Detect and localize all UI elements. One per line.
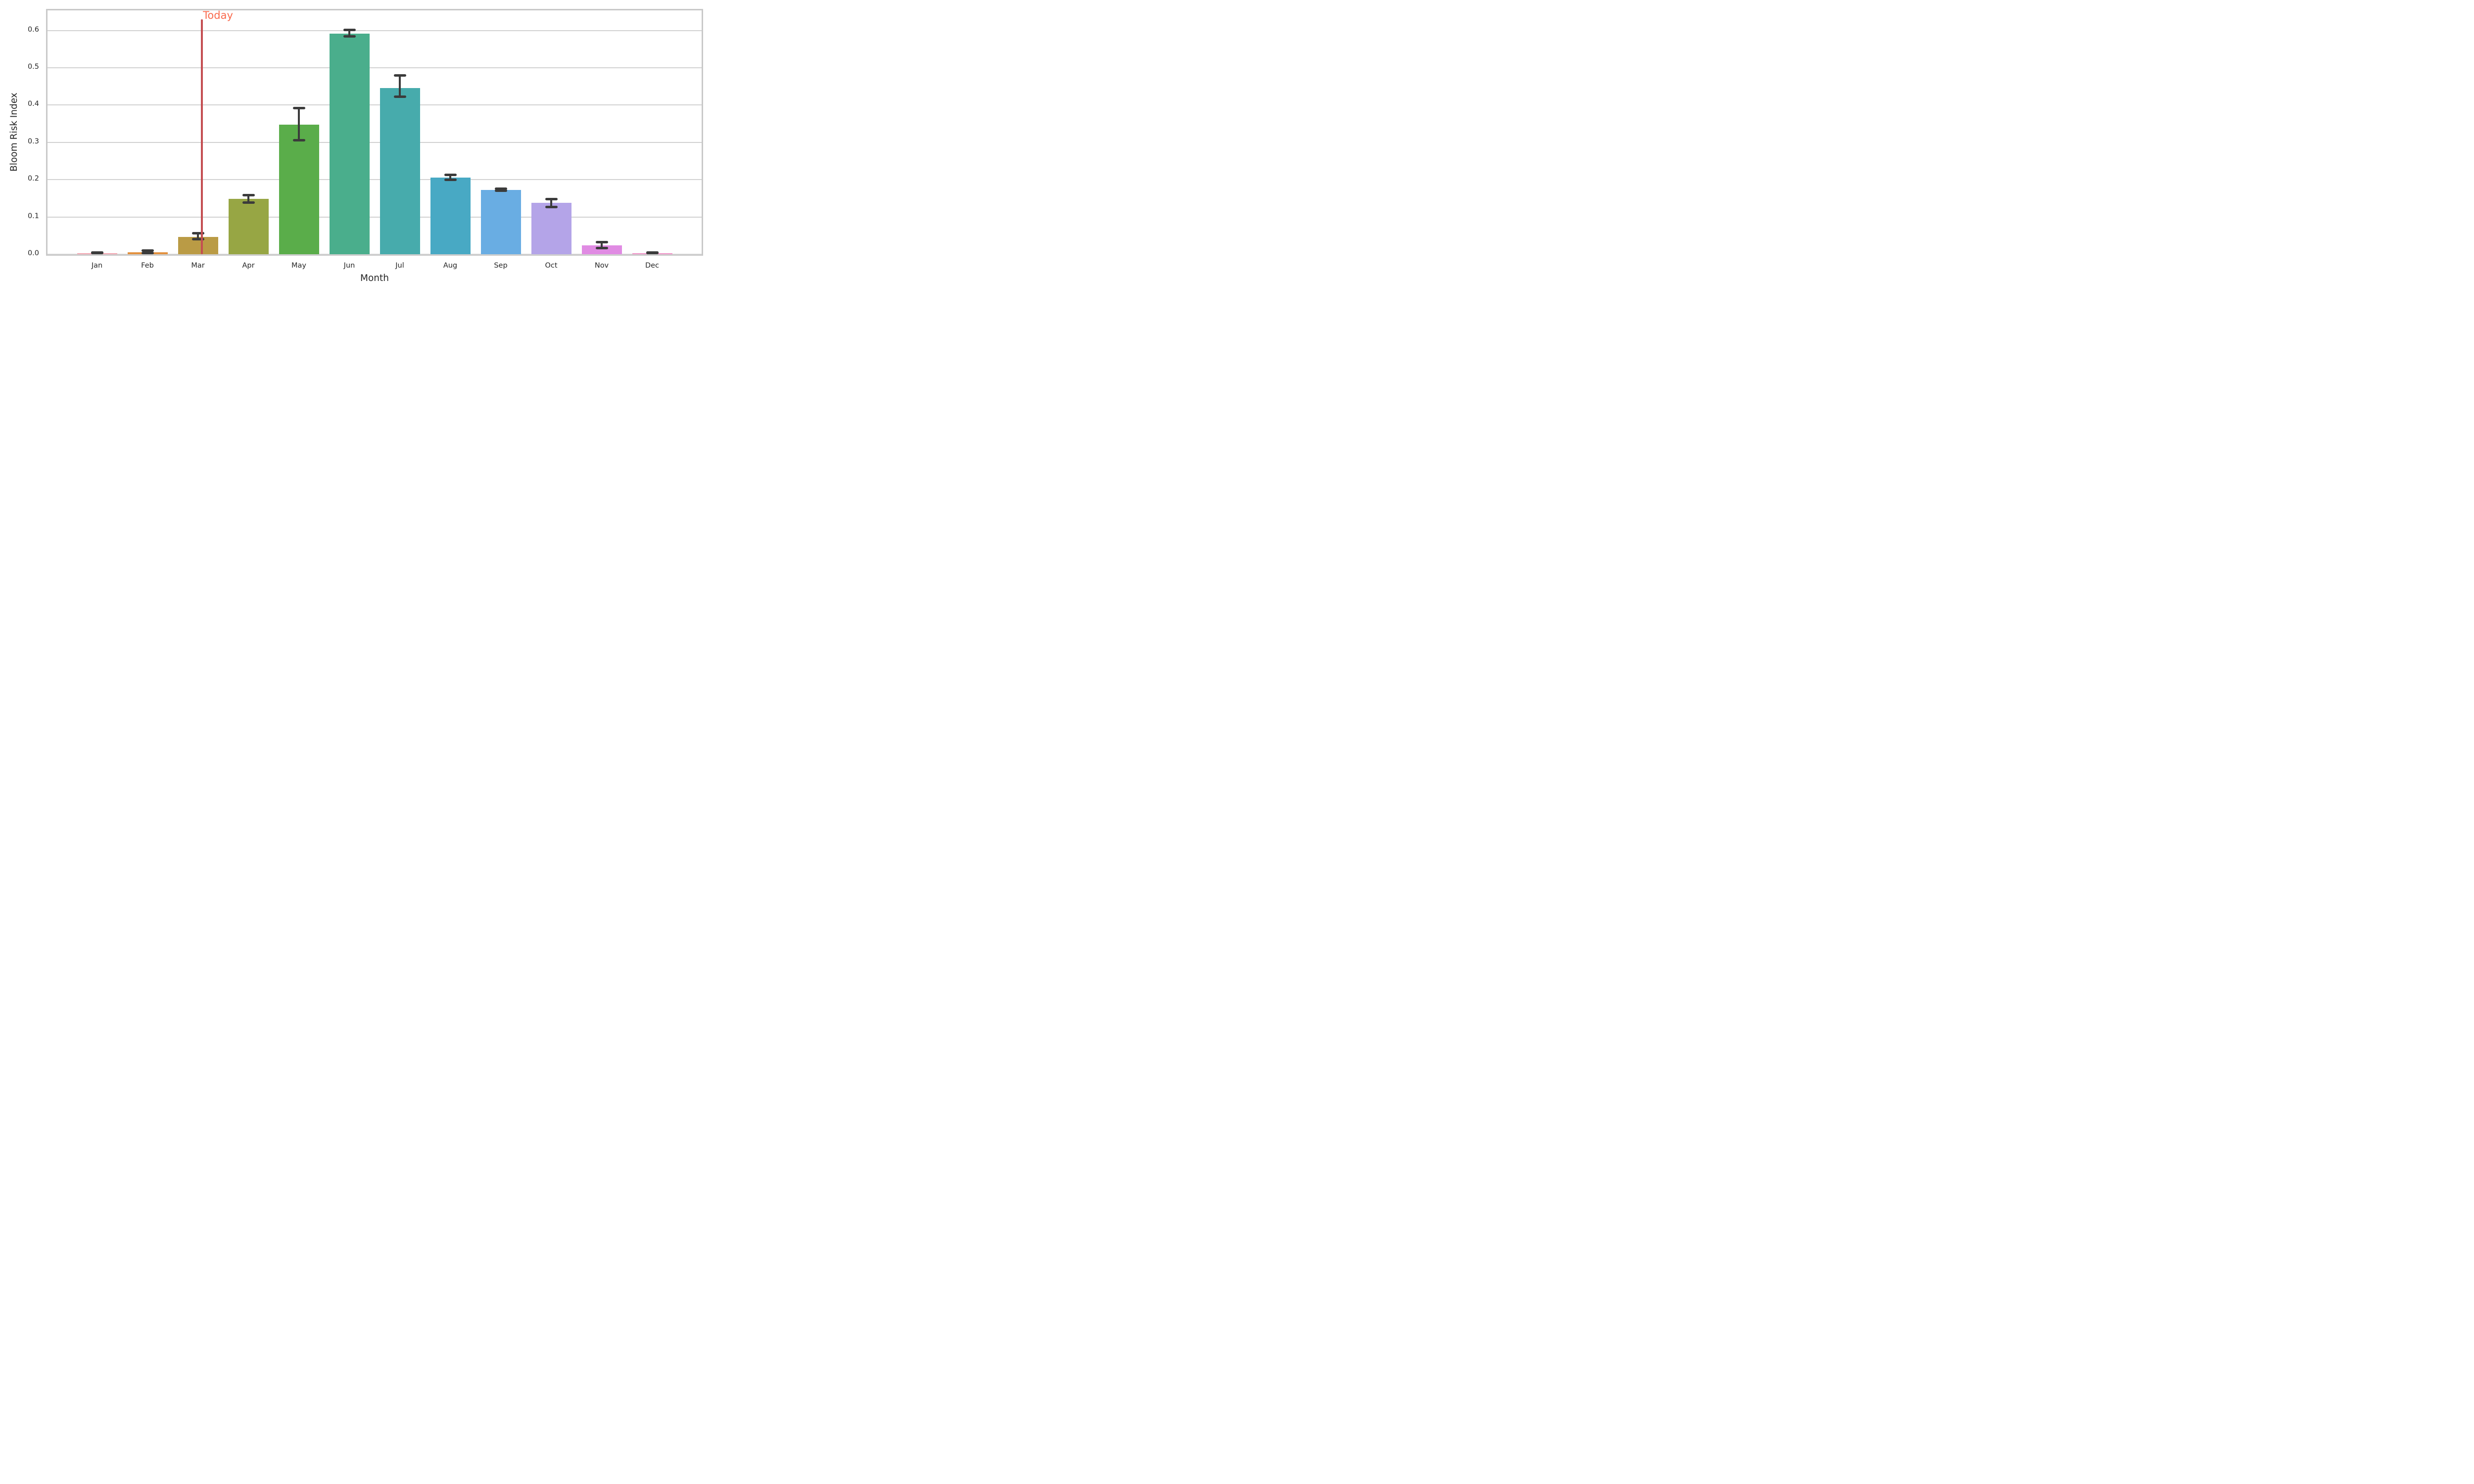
error-bar-cap-bottom-aug xyxy=(444,178,457,181)
grid-line-y-0.1 xyxy=(48,216,702,218)
x-tick-label-may: May xyxy=(291,262,306,270)
error-bar-line-apr xyxy=(247,195,249,203)
y-tick-label-0.3: 0.3 xyxy=(27,137,39,145)
x-axis-label: Month xyxy=(360,273,389,283)
error-bar-cap-bottom-feb xyxy=(141,251,154,254)
y-tick-label-0.6: 0.6 xyxy=(27,25,39,34)
error-bar-cap-top-may xyxy=(292,107,305,109)
bar-aug xyxy=(430,178,471,254)
x-tick-label-mar: Mar xyxy=(191,262,205,270)
x-tick-label-oct: Oct xyxy=(545,262,558,270)
error-bar-line-jul xyxy=(399,75,401,97)
error-bar-cap-bottom-oct xyxy=(545,205,558,208)
grid-line-y-0.6 xyxy=(48,30,702,31)
grid-line-y-0.5 xyxy=(48,67,702,69)
grid-line-y-0.3 xyxy=(48,141,702,143)
error-bar-cap-top-feb xyxy=(141,249,154,252)
bar-apr xyxy=(228,198,269,254)
error-bar-cap-top-jul xyxy=(393,74,406,77)
plot-area xyxy=(48,10,702,255)
error-bar-cap-top-jun xyxy=(343,29,356,32)
error-bar-line-may xyxy=(298,108,300,140)
error-bar-cap-bottom-nov xyxy=(595,246,608,249)
error-bar-line-mar xyxy=(197,233,199,239)
today-annotation-label: Today xyxy=(203,9,233,21)
error-bar-cap-top-apr xyxy=(242,193,255,196)
x-tick-label-feb: Feb xyxy=(141,262,154,270)
grid-line-y-0.4 xyxy=(48,104,702,106)
x-tick-label-sep: Sep xyxy=(494,262,508,270)
y-tick-label-0.4: 0.4 xyxy=(27,100,39,108)
error-bar-cap-top-aug xyxy=(444,173,457,176)
y-tick-label-0.0: 0.0 xyxy=(27,249,39,257)
x-tick-label-nov: Nov xyxy=(594,262,609,270)
error-bar-cap-bottom-may xyxy=(292,139,305,141)
x-tick-label-jun: Jun xyxy=(343,262,355,270)
error-bar-cap-bottom-mar xyxy=(191,237,204,240)
y-tick-label-0.1: 0.1 xyxy=(27,212,39,220)
error-bar-cap-top-sep xyxy=(494,187,507,190)
x-tick-label-jan: Jan xyxy=(91,262,103,270)
error-bar-cap-top-mar xyxy=(191,232,204,235)
error-bar-cap-bottom-jun xyxy=(343,35,356,38)
error-bar-cap-bottom-sep xyxy=(494,189,507,192)
bar-oct xyxy=(531,202,571,254)
error-bar-cap-bottom-apr xyxy=(242,201,255,204)
error-bar-line-nov xyxy=(601,242,603,248)
grid-line-y-0.2 xyxy=(48,179,702,181)
bar-may xyxy=(279,124,319,254)
grid-line-y-0 xyxy=(48,254,702,255)
error-bar-line-oct xyxy=(550,199,552,207)
bar-nov xyxy=(581,245,622,254)
y-axis-label: Bloom Risk Index xyxy=(9,93,19,172)
x-tick-label-dec: Dec xyxy=(645,262,660,270)
y-tick-label-0.2: 0.2 xyxy=(27,175,39,183)
bar-jul xyxy=(380,88,420,254)
error-bar-cap-top-nov xyxy=(595,241,608,244)
y-tick-label-0.5: 0.5 xyxy=(27,63,39,71)
bar-jun xyxy=(329,33,370,254)
x-tick-label-jul: Jul xyxy=(395,262,404,270)
error-bar-cap-bottom-dec xyxy=(646,251,659,254)
error-bar-cap-bottom-jan xyxy=(91,251,103,254)
error-bar-cap-bottom-jul xyxy=(393,95,406,98)
x-tick-label-aug: Aug xyxy=(443,262,458,270)
error-bar-line-aug xyxy=(449,175,451,180)
axes-frame xyxy=(46,9,703,256)
figure: Bloom Risk Index Month Today 0.0 0.1 0.2 0.… xyxy=(0,0,713,297)
x-tick-label-apr: Apr xyxy=(242,262,255,270)
error-bar-line-jun xyxy=(348,30,350,37)
error-bar-cap-top-oct xyxy=(545,197,558,200)
bar-sep xyxy=(480,190,521,254)
today-annotation-line xyxy=(201,19,203,254)
